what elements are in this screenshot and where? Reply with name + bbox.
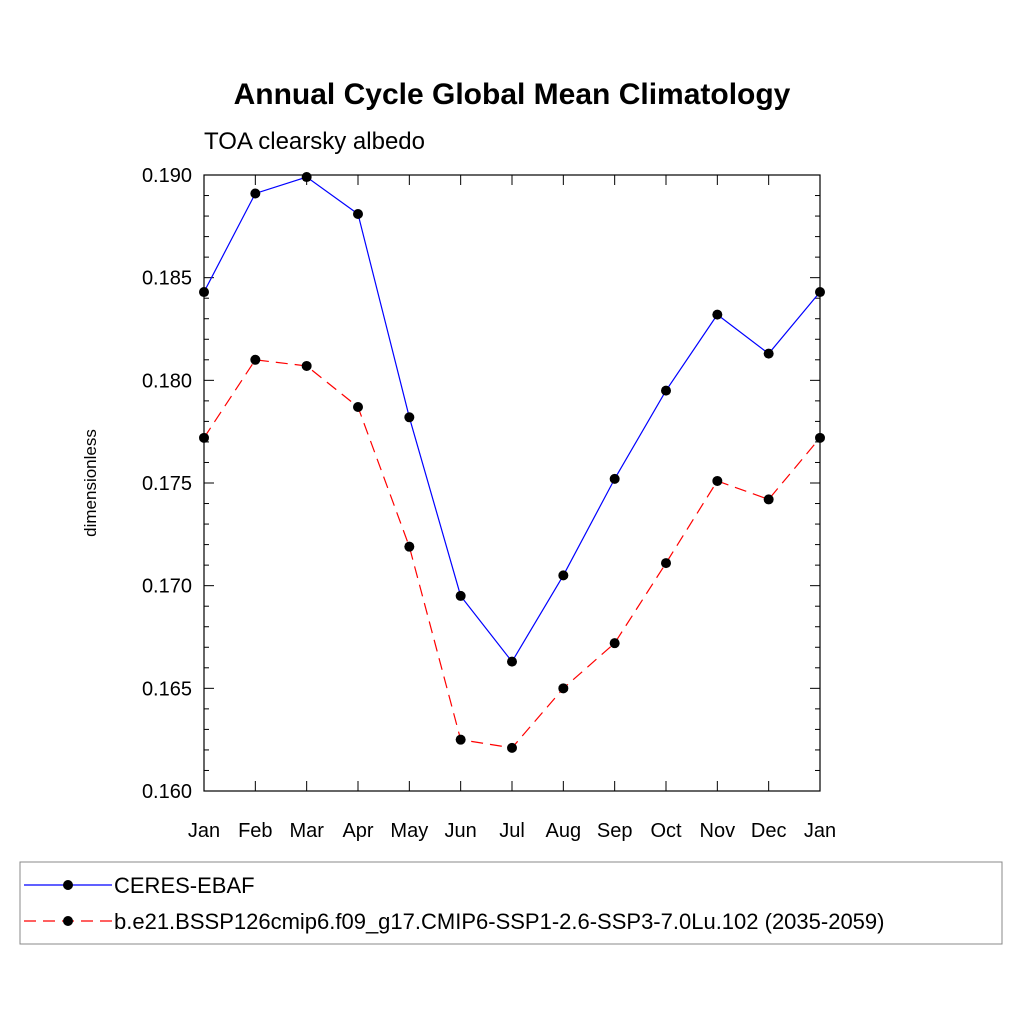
y-axis-label: dimensionless	[81, 429, 100, 537]
data-point	[712, 475, 723, 486]
x-tick-label: Mar	[289, 820, 324, 842]
x-tick-label: Jan	[804, 820, 836, 842]
data-point	[353, 209, 363, 220]
y-tick-label: 0.190	[142, 165, 192, 187]
x-tick-label: Aug	[546, 820, 582, 842]
data-point	[250, 354, 261, 365]
series-line	[203, 359, 821, 749]
data-point	[455, 734, 466, 745]
x-tick-label: Jan	[188, 820, 220, 842]
data-point	[404, 412, 415, 423]
data-point	[661, 385, 671, 396]
data-point	[712, 309, 723, 320]
y-tick-labels: 0.160 0.165 0.170 0.175 0.180 0.185 0.190	[142, 165, 192, 803]
data-point	[609, 638, 620, 649]
data-point	[558, 570, 569, 581]
data-point	[815, 287, 825, 298]
legend-marker	[63, 916, 73, 926]
legend-box	[19, 861, 1003, 945]
data-point	[353, 402, 363, 413]
legend-entry: CERES-EBAF	[114, 873, 255, 898]
y-tick-label: 0.165	[142, 678, 192, 700]
y-tick-label: 0.185	[142, 268, 192, 290]
series-markers	[199, 172, 825, 753]
data-point	[250, 188, 261, 199]
data-point	[763, 494, 774, 505]
y-tick-label: 0.175	[142, 473, 192, 495]
x-tick-label: Jun	[445, 820, 477, 842]
x-tick-label: Feb	[238, 820, 272, 842]
data-point	[455, 590, 466, 601]
y-tick-label: 0.160	[142, 781, 192, 803]
data-point	[199, 287, 209, 298]
chart-title: Annual Cycle Global Mean Climatology	[234, 78, 791, 111]
data-point	[815, 432, 825, 443]
legend-marker	[63, 880, 73, 890]
x-tick-label: May	[390, 820, 428, 842]
plot-frame	[203, 174, 821, 792]
data-point	[301, 172, 312, 183]
data-point	[609, 473, 620, 484]
data-point	[507, 656, 517, 667]
y-tick-label: 0.180	[142, 370, 192, 392]
data-point	[558, 683, 569, 694]
x-tick-label: Sep	[597, 820, 633, 842]
data-point	[199, 432, 209, 443]
series-line	[203, 176, 821, 663]
legend: CERES-EBAF b.e21.BSSP126cmip6.f09_g17.CMI…	[24, 873, 884, 934]
x-tick-label: Apr	[342, 820, 373, 842]
data-point	[661, 558, 671, 569]
data-point	[301, 360, 312, 371]
data-point	[763, 348, 774, 359]
x-tick-label: Jul	[499, 820, 525, 842]
x-tick-label: Nov	[700, 820, 736, 842]
chart-subtitle: TOA clearsky albedo	[204, 128, 425, 155]
x-tick-label: Dec	[751, 820, 787, 842]
legend-entry: b.e21.BSSP126cmip6.f09_g17.CMIP6-SSP1-2.…	[114, 909, 884, 934]
x-tick-labels: Jan Feb Mar Apr May Jun Jul Aug Sep Oct Nov Dec Jan	[188, 820, 836, 842]
data-point	[507, 742, 517, 753]
x-tick-label: Oct	[650, 820, 682, 842]
y-tick-label: 0.170	[142, 576, 192, 598]
axis-ticks	[203, 174, 821, 792]
data-point	[404, 541, 415, 552]
